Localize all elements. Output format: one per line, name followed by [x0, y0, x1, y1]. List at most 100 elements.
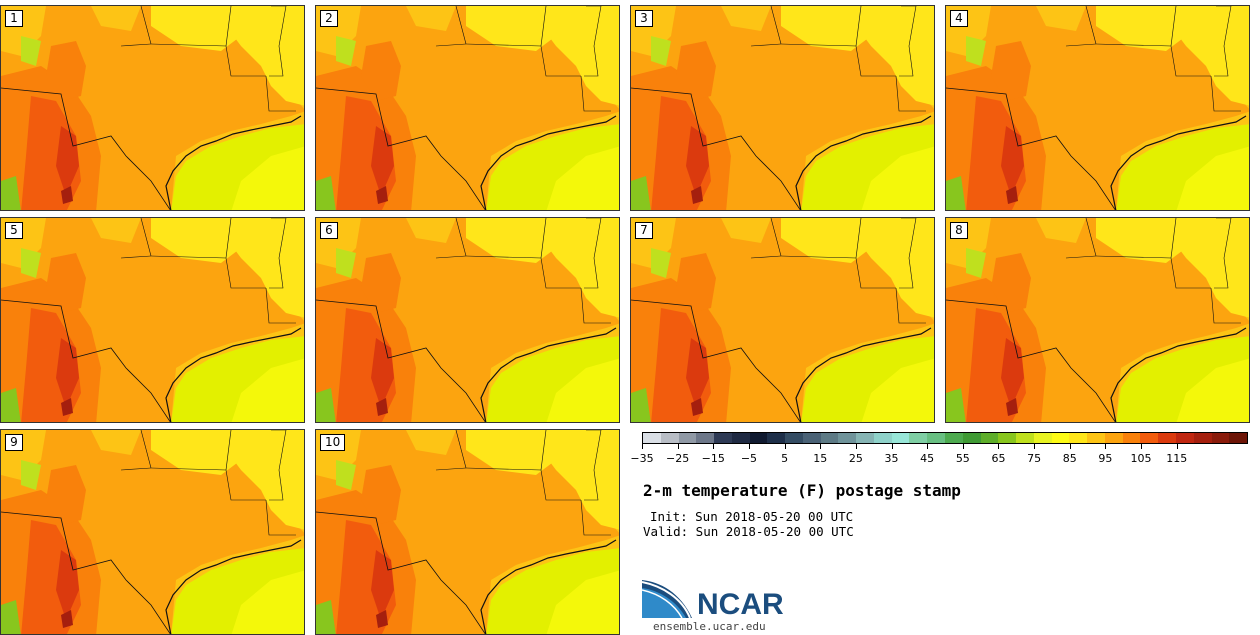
colorbar-bin: [1052, 433, 1070, 443]
member-panel-2: 2: [315, 5, 620, 211]
member-panel-1: 1: [0, 5, 305, 211]
colorbar-tick-label: −15: [702, 452, 725, 465]
member-label: 6: [320, 222, 338, 239]
colorbar-tick: [749, 444, 750, 449]
member-label: 5: [5, 222, 23, 239]
colorbar-tick-label: 75: [1027, 452, 1041, 465]
temperature-map: [1, 430, 305, 635]
temperature-map: [1, 218, 305, 423]
colorbar-bin: [945, 433, 963, 443]
colorbar-tick: [1141, 444, 1142, 449]
temperature-map: [631, 6, 935, 211]
member-label: 8: [950, 222, 968, 239]
member-panel-4: 4: [945, 5, 1250, 211]
colorbar-bin: [927, 433, 945, 443]
colorbar-tick: [1177, 444, 1178, 449]
colorbar-bin: [1229, 433, 1247, 443]
member-label: 9: [5, 434, 23, 451]
colorbar-tick: [892, 444, 893, 449]
colorbar-ticks: −35 −25 −15 −5 5 15 25 35 45 55 65 75 85 95 105 115: [642, 444, 1248, 466]
temperature-map: [946, 6, 1250, 211]
colorbar-tick: [1034, 444, 1035, 449]
member-label: 3: [635, 10, 653, 27]
colorbar-tick-label: 55: [956, 452, 970, 465]
colorbar-tick-label: 5: [781, 452, 788, 465]
temperature-map: [316, 6, 620, 211]
colorbar-tick-label: 35: [885, 452, 899, 465]
colorbar-bin: [1212, 433, 1230, 443]
colorbar-bin: [661, 433, 679, 443]
colorbar-bin: [874, 433, 892, 443]
member-panel-3: 3: [630, 5, 935, 211]
colorbar-bin: [892, 433, 910, 443]
colorbar-tick: [1105, 444, 1106, 449]
temperature-map: [316, 430, 620, 635]
member-panel-7: 7: [630, 217, 935, 423]
colorbar-tick: [713, 444, 714, 449]
colorbar-tick: [927, 444, 928, 449]
colorbar-tick: [642, 444, 643, 449]
colorbar-bin: [696, 433, 714, 443]
colorbar-tick-label: 115: [1166, 452, 1187, 465]
valid-time: Valid: Sun 2018-05-20 00 UTC: [643, 524, 854, 539]
member-panel-10: 10: [315, 429, 620, 635]
temperature-map: [316, 218, 620, 423]
temperature-map: [946, 218, 1250, 423]
colorbar-tick-label: 45: [920, 452, 934, 465]
colorbar-bin: [1176, 433, 1194, 443]
colorbar-bin: [1158, 433, 1176, 443]
member-panel-6: 6: [315, 217, 620, 423]
colorbar-tick-label: 105: [1131, 452, 1152, 465]
colorbar-bin: [838, 433, 856, 443]
member-panel-5: 5: [0, 217, 305, 423]
member-label: 2: [320, 10, 338, 27]
colorbar-bin: [909, 433, 927, 443]
colorbar-bin: [856, 433, 874, 443]
colorbar-tick-label: 15: [813, 452, 827, 465]
colorbar-bin: [1069, 433, 1087, 443]
colorbar-tick: [856, 444, 857, 449]
colorbar-bin: [1016, 433, 1034, 443]
member-label: 7: [635, 222, 653, 239]
colorbar-tick: [1070, 444, 1071, 449]
colorbar-tick-label: −25: [666, 452, 689, 465]
temperature-map: [1, 6, 305, 211]
colorbar-bin: [1140, 433, 1158, 443]
colorbar-bin: [821, 433, 839, 443]
member-panel-9: 9: [0, 429, 305, 635]
member-panel-8: 8: [945, 217, 1250, 423]
colorbar-tick: [785, 444, 786, 449]
colorbar-bin: [1194, 433, 1212, 443]
colorbar-bin: [643, 433, 661, 443]
colorbar-tick: [678, 444, 679, 449]
colorbar-tick-label: −35: [630, 452, 653, 465]
colorbar-tick-label: −5: [741, 452, 757, 465]
page-title: 2-m temperature (F) postage stamp: [643, 481, 961, 500]
colorbar-tick: [963, 444, 964, 449]
colorbar: [642, 432, 1248, 444]
colorbar-tick-label: 95: [1098, 452, 1112, 465]
member-label: 10: [320, 434, 345, 451]
member-label: 4: [950, 10, 968, 27]
temperature-map: [631, 218, 935, 423]
colorbar-tick-label: 65: [991, 452, 1005, 465]
colorbar-tick: [820, 444, 821, 449]
colorbar-bin: [1087, 433, 1105, 443]
colorbar-bin: [963, 433, 981, 443]
logo-text: NCAR: [697, 588, 784, 622]
colorbar-tick-label: 25: [849, 452, 863, 465]
member-label: 1: [5, 10, 23, 27]
colorbar-bin: [1034, 433, 1052, 443]
colorbar-bin: [767, 433, 785, 443]
colorbar-bin: [803, 433, 821, 443]
colorbar-bin: [998, 433, 1016, 443]
colorbar-tick-label: 85: [1063, 452, 1077, 465]
colorbar-bin: [785, 433, 803, 443]
colorbar-bin: [981, 433, 999, 443]
init-time: Init: Sun 2018-05-20 00 UTC: [650, 509, 853, 524]
colorbar-tick: [998, 444, 999, 449]
colorbar-bin: [1123, 433, 1141, 443]
colorbar-bin: [732, 433, 750, 443]
colorbar-bin: [714, 433, 732, 443]
colorbar-bin: [679, 433, 697, 443]
